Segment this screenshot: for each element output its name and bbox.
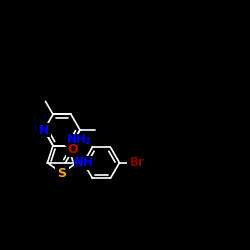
Text: Br: Br [130,156,145,169]
Text: O: O [68,143,78,156]
Text: S: S [58,167,66,180]
Bar [55,166,69,180]
Text: NH: NH [66,133,86,146]
Bar [64,134,88,146]
Text: NH: NH [74,156,94,169]
Bar [74,156,92,170]
Text: N: N [39,124,49,136]
Bar [128,157,148,169]
Bar [66,143,80,157]
Bar [37,123,51,137]
Text: 2: 2 [84,137,90,146]
